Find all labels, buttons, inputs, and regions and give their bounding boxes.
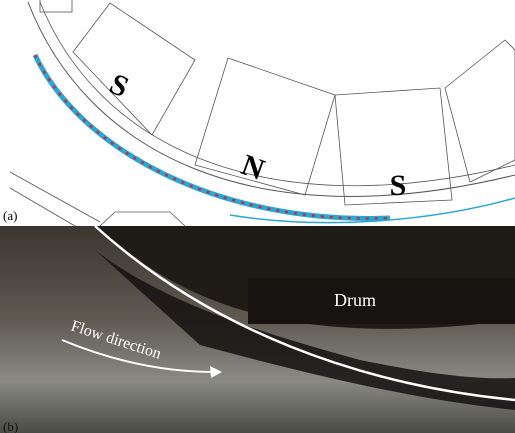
drum-box — [248, 278, 515, 324]
chute — [99, 211, 186, 227]
panel-label: (b) — [3, 419, 18, 433]
panel-b: Drum Flow direction (b) — [0, 225, 515, 433]
material — [95, 250, 515, 410]
magnet — [194, 57, 336, 196]
flow-line — [229, 197, 515, 224]
magnet — [72, 2, 196, 136]
pole-label: S — [390, 169, 407, 202]
panel-a-bg — [0, 0, 515, 226]
panel-label: (a) — [3, 208, 17, 223]
panel-a: S N S (a) — [0, 0, 515, 227]
chute — [9, 171, 101, 223]
magnet-edge — [39, 0, 73, 13]
drum-outline — [94, 225, 515, 402]
flow-arrow — [61, 339, 216, 373]
drum-inner — [39, 1, 515, 187]
magnet — [334, 87, 453, 206]
drum-outer — [27, 1, 515, 197]
drum-label: Drum — [334, 290, 376, 310]
deposit — [33, 54, 391, 220]
flow-arrowhead — [210, 366, 222, 378]
chute — [9, 187, 76, 227]
magnet — [444, 39, 515, 183]
